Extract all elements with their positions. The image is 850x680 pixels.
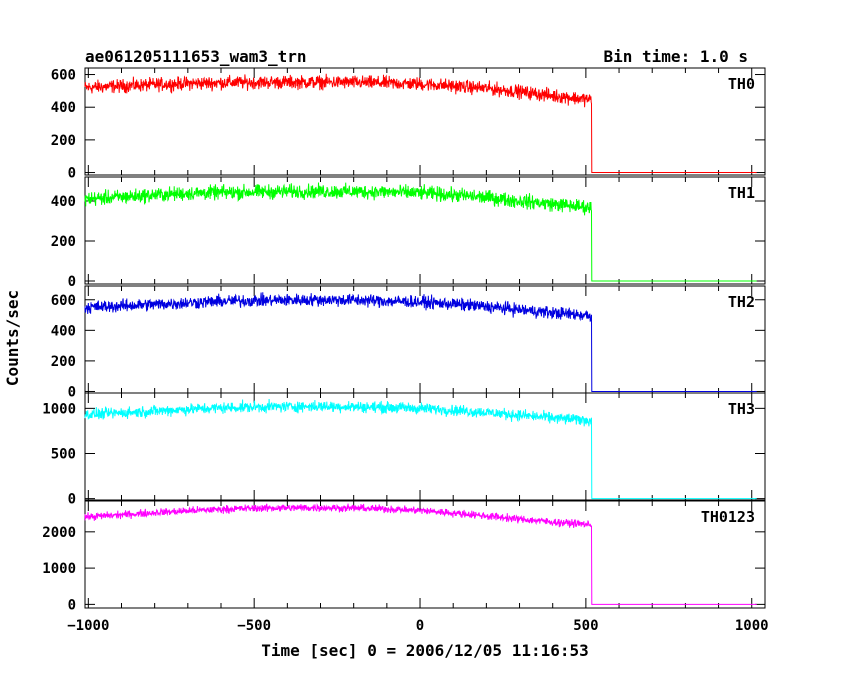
x-tick-label: 0 <box>416 618 424 634</box>
series-line-th2 <box>84 292 757 392</box>
y-axis-label: Counts/sec <box>3 290 22 386</box>
y-tick-label: 200 <box>51 354 76 370</box>
panel-name-label: TH3 <box>728 400 755 418</box>
y-tick-label: 0 <box>68 384 76 400</box>
x-tick-label: 500 <box>573 618 598 634</box>
series-line-th3 <box>84 398 757 500</box>
y-tick-label: 0 <box>68 597 76 613</box>
y-tick-label: 400 <box>51 323 76 339</box>
series-line-th0123 <box>84 502 757 605</box>
y-tick-label: 500 <box>51 446 76 462</box>
panel-name-label: TH0123 <box>701 508 755 526</box>
x-tick-label: −500 <box>237 618 271 634</box>
series-line-th0 <box>84 73 757 173</box>
panel-th3: 0 500 1000 TH3 <box>42 392 766 508</box>
panel-frame <box>84 500 766 609</box>
bin-time-label: Bin time: 1.0 s <box>604 47 749 66</box>
y-tick-label: 200 <box>51 133 76 149</box>
panel-frame <box>84 176 766 285</box>
y-tick-label: 1000 <box>42 561 76 577</box>
panel-th0: 0 200 400 600 TH0 <box>51 67 766 182</box>
y-tick-label: 0 <box>68 492 76 508</box>
panel-th2: 0 200 400 600 TH2 <box>51 285 766 400</box>
y-tick-label: 600 <box>51 68 76 84</box>
y-tick-label: 600 <box>51 293 76 309</box>
panel-name-label: TH1 <box>728 184 755 202</box>
panel-frame <box>84 392 766 501</box>
y-tick-label: 400 <box>51 100 76 116</box>
panel-th0123: 0 1000 2000 TH0123 <box>42 500 766 613</box>
series-line-th1 <box>84 182 757 282</box>
panel-name-label: TH2 <box>728 293 755 311</box>
panel-th1: 0 200 400 TH1 <box>51 176 766 290</box>
y-tick-label: 0 <box>68 166 76 182</box>
y-tick-label: 2000 <box>42 525 76 541</box>
y-tick-label: 200 <box>51 234 76 250</box>
panel-frame <box>84 67 766 176</box>
y-tick-label: 0 <box>68 274 76 290</box>
chart-title: ae061205111653_wam3_trn <box>85 47 307 66</box>
panel-name-label: TH0 <box>728 75 755 93</box>
y-tick-label: 400 <box>51 194 76 210</box>
y-tick-label: 1000 <box>42 401 76 417</box>
panels-group: 0 200 400 600 TH0 0 200 400 TH1 0 200 400 600 TH2 0 500… <box>42 67 769 634</box>
x-axis-label: Time [sec] 0 = 2006/12/05 11:16:53 <box>261 641 589 660</box>
x-tick-label: 1000 <box>735 618 769 634</box>
x-tick-label: −1000 <box>67 618 109 634</box>
